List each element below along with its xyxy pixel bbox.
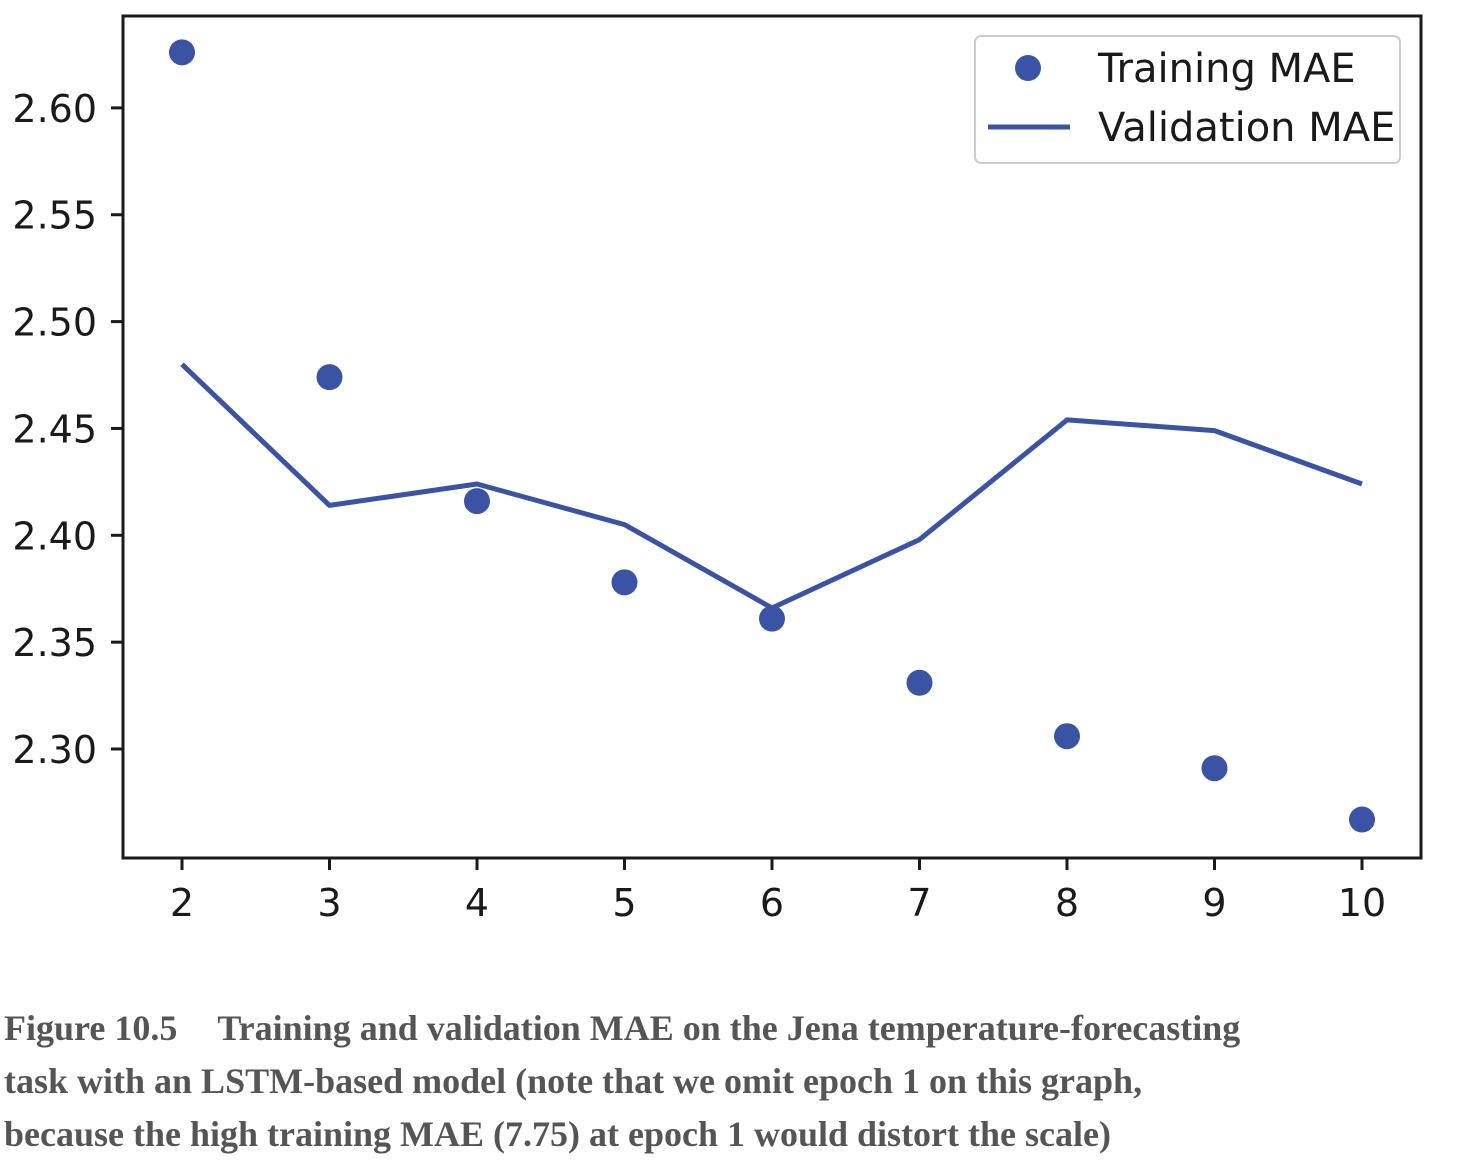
x-tick-label: 6 — [760, 881, 784, 925]
caption-line-1: Figure 10.5 Training and validation MAE o… — [4, 1002, 1466, 1055]
training-mae-point — [759, 605, 785, 632]
y-tick-label: 2.35 — [12, 621, 97, 665]
training-mae-point — [1054, 723, 1080, 750]
x-tick-label: 7 — [907, 881, 931, 925]
legend-training-marker — [1015, 55, 1041, 81]
caption-line-2: task with an LSTM-based model (note that… — [4, 1061, 1143, 1101]
x-tick-label: 2 — [170, 881, 194, 925]
training-mae-point — [1201, 755, 1228, 782]
training-mae-point — [169, 39, 195, 66]
y-tick-label: 2.40 — [12, 514, 97, 558]
x-tick-label: 5 — [612, 881, 636, 925]
y-axis: 2.30 2.35 2.40 2.45 2.50 2.55 2.60 — [12, 87, 123, 772]
figure-label: Figure 10.5 — [4, 1008, 178, 1048]
x-tick-label: 3 — [317, 881, 341, 925]
y-tick-label: 2.45 — [12, 407, 97, 451]
x-tick-label: 4 — [465, 881, 489, 925]
legend-validation-label: Validation MAE — [1098, 105, 1395, 151]
y-tick-label: 2.30 — [12, 728, 97, 772]
series-layer — [169, 39, 1375, 833]
figure-caption: Figure 10.5 Training and validation MAE o… — [4, 1002, 1466, 1161]
caption-text-1: Training and validation MAE on the Jena … — [217, 1008, 1241, 1048]
y-tick-label: 2.55 — [12, 194, 97, 238]
x-tick-label: 8 — [1055, 881, 1079, 925]
y-tick-label: 2.60 — [12, 87, 97, 131]
validation-mae-line — [180, 362, 1363, 611]
y-tick-label: 2.50 — [12, 301, 97, 345]
training-mae-point — [464, 488, 490, 515]
x-tick-label: 10 — [1338, 881, 1386, 925]
legend-training-label: Training MAE — [1097, 46, 1356, 92]
chart: 2.302.352.402.452.502.552.60 2 3 4 5 6 7 8 9 10 … — [12, 14, 1423, 925]
training-mae-point — [906, 669, 933, 696]
training-mae-point — [316, 364, 343, 391]
legend-box — [974, 35, 1401, 164]
caption-line-3: because the high training MAE (7.75) at … — [4, 1114, 1111, 1154]
training-mae-point — [1349, 806, 1375, 833]
legend: Training MAE Validation MAE — [974, 35, 1401, 164]
training-mae-point — [611, 569, 638, 596]
x-tick-label: 9 — [1202, 881, 1226, 925]
x-axis: 2 3 4 5 6 7 8 9 10 — [170, 858, 1386, 925]
